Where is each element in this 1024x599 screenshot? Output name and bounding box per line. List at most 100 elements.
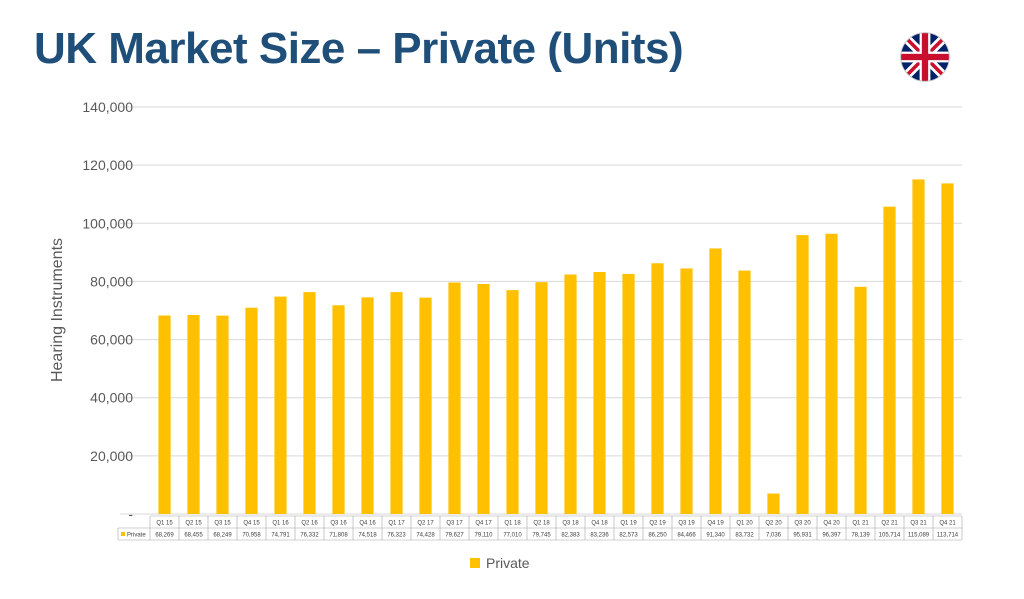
data-label: 76,332 [300, 533, 319, 539]
bar [274, 296, 287, 514]
x-tick-label: Q1 17 [388, 521, 405, 527]
bar [680, 268, 693, 514]
data-label: 74,428 [416, 533, 435, 539]
bar [419, 297, 432, 514]
x-tick-label: Q3 21 [910, 521, 927, 527]
data-label: 82,573 [619, 533, 638, 539]
x-tick-label: Q3 16 [330, 521, 347, 527]
x-tick-label: Q1 20 [736, 521, 753, 527]
bar [767, 493, 780, 514]
data-label: 79,110 [475, 533, 494, 539]
data-label: 74,791 [271, 533, 290, 539]
x-tick-label: Q4 16 [359, 521, 376, 527]
data-label: 95,931 [793, 533, 812, 539]
x-tick-label: Q4 19 [707, 521, 724, 527]
legend-swatch [470, 558, 480, 568]
x-tick-label: Q2 18 [533, 521, 550, 527]
y-tick-label: 100,000 [82, 215, 133, 231]
y-tick-label: 140,000 [82, 99, 133, 115]
bar [158, 315, 171, 514]
x-tick-label: Q3 19 [678, 521, 695, 527]
bar [564, 274, 577, 514]
bar [883, 206, 896, 514]
data-label: 79,627 [445, 533, 464, 539]
data-label: 77,010 [503, 533, 522, 539]
data-label: 84,466 [677, 533, 696, 539]
data-label: 74,518 [358, 533, 377, 539]
data-table: Private Q1 15 68,269 Q2 15 68,455 Q3 15 68,249… [117, 515, 963, 541]
data-label: 82,383 [561, 533, 580, 539]
y-tick-label: 40,000 [90, 390, 133, 406]
x-tick-label: Q4 21 [939, 521, 956, 527]
data-label: 83,236 [590, 533, 609, 539]
bar [593, 272, 606, 514]
x-tick-label: Q2 20 [765, 521, 782, 527]
x-tick-label: Q3 17 [446, 521, 463, 527]
bar [709, 248, 722, 514]
bar [361, 297, 374, 514]
data-label: 70,958 [242, 533, 261, 539]
x-tick-label: Q2 15 [185, 521, 202, 527]
y-tick-label: 80,000 [90, 273, 133, 289]
bar [825, 233, 838, 515]
bar [535, 282, 548, 514]
y-axis-label: Hearing Instruments [49, 238, 66, 382]
x-tick-label: Q3 20 [794, 521, 811, 527]
x-tick-label: Q2 16 [301, 521, 318, 527]
data-label: 79,745 [532, 533, 551, 539]
bar [651, 263, 664, 514]
legend-label: Private [486, 555, 530, 571]
data-label: 115,089 [908, 533, 930, 539]
data-label: 7,036 [766, 533, 782, 539]
data-label: 68,455 [184, 533, 203, 539]
x-tick-label: Q4 20 [823, 521, 840, 527]
bar [854, 286, 867, 514]
y-tick-label: 60,000 [90, 332, 133, 348]
x-tick-label: Q1 16 [272, 521, 289, 527]
data-label: 105,714 [879, 533, 901, 539]
data-label: 83,732 [735, 533, 754, 539]
table-series-swatch [121, 532, 125, 536]
x-tick-label: Q2 17 [417, 521, 434, 527]
bar [738, 270, 751, 514]
bar [245, 307, 258, 514]
x-tick-label: Q2 21 [881, 521, 898, 527]
data-label: 68,269 [155, 533, 174, 539]
y-axis-ticks: - 20,000 40,000 60,000 80,000 100,000 120,000 1… [82, 99, 133, 522]
data-label: 91,340 [706, 533, 725, 539]
bar [506, 290, 519, 514]
y-tick-label: - [128, 506, 133, 522]
data-label: 71,808 [329, 533, 348, 539]
bar [912, 179, 925, 514]
x-tick-label: Q4 18 [591, 521, 608, 527]
x-tick-label: Q2 19 [649, 521, 666, 527]
y-tick-label: 120,000 [82, 157, 133, 173]
x-tick-label: Q1 19 [620, 521, 637, 527]
bar [303, 292, 316, 514]
data-label: 78,139 [851, 533, 870, 539]
bar [796, 235, 809, 515]
y-tick-label: 20,000 [90, 448, 133, 464]
x-tick-label: Q1 21 [852, 521, 869, 527]
legend: Private [470, 555, 530, 571]
bar [390, 292, 403, 514]
bar [622, 273, 635, 514]
bar [332, 305, 345, 514]
x-tick-label: Q3 15 [214, 521, 231, 527]
data-label: 113,714 [937, 533, 959, 539]
bar [187, 314, 200, 514]
bar [448, 282, 461, 514]
data-label: 76,323 [387, 533, 406, 539]
data-label: 96,397 [822, 533, 841, 539]
data-label: 68,249 [213, 533, 232, 539]
x-tick-label: Q4 15 [243, 521, 260, 527]
bar [941, 183, 954, 514]
data-label: 86,250 [648, 533, 667, 539]
bar [477, 284, 490, 514]
bars [158, 179, 954, 515]
page-title: UK Market Size – Private (Units) [34, 24, 684, 73]
x-tick-label: Q1 15 [156, 521, 173, 527]
table-series-label: Private [127, 533, 146, 539]
bar [216, 315, 229, 514]
uk-flag-icon [900, 32, 950, 82]
